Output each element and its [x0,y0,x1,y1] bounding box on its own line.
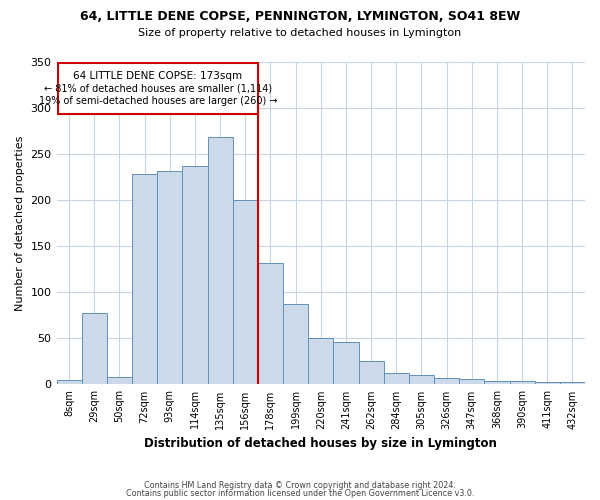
Y-axis label: Number of detached properties: Number of detached properties [15,136,25,310]
Bar [308,338,334,384]
Bar [409,375,434,384]
Bar [56,380,82,384]
Bar [132,174,157,384]
Text: Contains public sector information licensed under the Open Government Licence v3: Contains public sector information licen… [126,488,474,498]
Bar [157,172,182,384]
Bar [434,378,459,384]
Bar [509,380,535,384]
Text: Size of property relative to detached houses in Lymington: Size of property relative to detached ho… [139,28,461,38]
Text: Contains HM Land Registry data © Crown copyright and database right 2024.: Contains HM Land Registry data © Crown c… [144,481,456,490]
Bar [383,374,409,384]
Bar [82,314,107,384]
Bar [560,382,585,384]
Bar [182,166,208,384]
Bar [283,304,308,384]
Bar [459,379,484,384]
Bar [334,342,359,384]
Bar [107,377,132,384]
Text: 64, LITTLE DENE COPSE, PENNINGTON, LYMINGTON, SO41 8EW: 64, LITTLE DENE COPSE, PENNINGTON, LYMIN… [80,10,520,23]
Bar [535,382,560,384]
FancyBboxPatch shape [58,64,258,114]
Text: 64 LITTLE DENE COPSE: 173sqm: 64 LITTLE DENE COPSE: 173sqm [73,70,242,81]
Text: ← 81% of detached houses are smaller (1,114): ← 81% of detached houses are smaller (1,… [44,84,272,94]
X-axis label: Distribution of detached houses by size in Lymington: Distribution of detached houses by size … [145,437,497,450]
Bar [208,137,233,384]
Bar [359,362,383,384]
Bar [258,262,283,384]
Bar [233,200,258,384]
Bar [484,380,509,384]
Text: 19% of semi-detached houses are larger (260) →: 19% of semi-detached houses are larger (… [38,96,277,106]
